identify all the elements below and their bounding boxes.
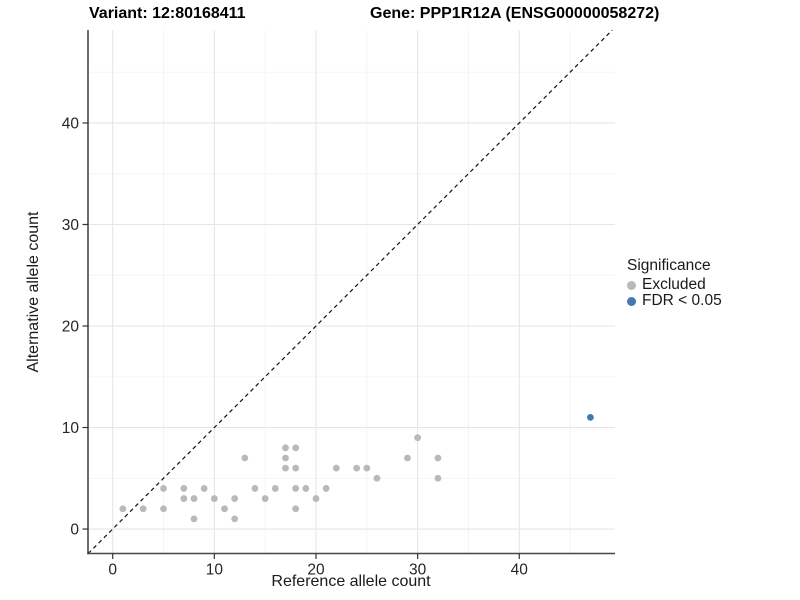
data-point-excluded (332, 464, 340, 472)
data-point-significant (587, 413, 594, 421)
data-point-excluded (363, 464, 371, 472)
data-point-excluded (251, 485, 259, 492)
legend-label-excluded: Excluded (642, 276, 706, 293)
y-tick-label: 0 (70, 522, 79, 539)
data-point-excluded (292, 444, 300, 452)
data-point-excluded (292, 505, 300, 513)
data-point-excluded (414, 434, 422, 442)
data-point-excluded (373, 474, 381, 482)
data-point-excluded (271, 485, 279, 492)
data-point-excluded (200, 485, 208, 492)
fdr-dot-icon (627, 296, 636, 306)
data-point-excluded (180, 485, 188, 492)
data-point-excluded (221, 505, 228, 513)
data-point-excluded (434, 454, 442, 462)
data-point-excluded (434, 474, 442, 482)
data-point-excluded (282, 454, 289, 462)
x-axis-title: Reference allele count (271, 573, 431, 590)
x-tick-label: 10 (206, 562, 224, 579)
data-point-excluded (404, 454, 411, 462)
y-tick-label: 30 (62, 217, 80, 234)
data-point-excluded (231, 495, 239, 502)
variant-title: Variant: 12:80168411 (89, 5, 246, 22)
y-axis-title: Alternative allele count (25, 211, 42, 373)
x-tick-label: 0 (108, 562, 117, 579)
data-point-excluded (190, 495, 198, 502)
data-point-excluded (302, 485, 310, 492)
legend-label-fdr: FDR < 0.05 (642, 292, 722, 309)
data-point-excluded (312, 495, 320, 502)
legend-item-fdr: FDR < 0.05 (627, 292, 722, 309)
y-tick-label: 10 (62, 420, 80, 437)
y-tick-label: 40 (62, 115, 80, 132)
data-point-excluded (353, 464, 361, 472)
legend-title: Significance (627, 257, 711, 274)
data-point-excluded (322, 485, 330, 492)
data-point-excluded (282, 464, 289, 472)
x-tick-label: 40 (511, 562, 529, 579)
x-tick-label: 30 (409, 562, 427, 579)
data-point-excluded (190, 515, 198, 523)
data-point-excluded (261, 495, 269, 502)
y-tick-label: 20 (62, 319, 80, 336)
x-tick-label: 20 (307, 562, 325, 579)
data-point-excluded (282, 444, 289, 452)
legend-item-excluded: Excluded (627, 276, 722, 293)
data-point-excluded (231, 515, 239, 523)
data-point-excluded (210, 495, 218, 502)
data-point-excluded (139, 505, 147, 513)
data-point-excluded (160, 485, 167, 492)
data-point-excluded (160, 505, 167, 513)
data-point-excluded (292, 464, 300, 472)
gene-title: Gene: PPP1R12A (ENSG00000058272) (370, 5, 660, 22)
excluded-dot-icon (627, 280, 636, 290)
data-point-excluded (241, 454, 249, 462)
identity-reference-line (87, 29, 613, 554)
data-point-excluded (180, 495, 188, 502)
data-point-excluded (292, 485, 300, 492)
legend: Significance Excluded FDR < 0.05 (627, 257, 722, 309)
data-point-excluded (119, 505, 127, 513)
